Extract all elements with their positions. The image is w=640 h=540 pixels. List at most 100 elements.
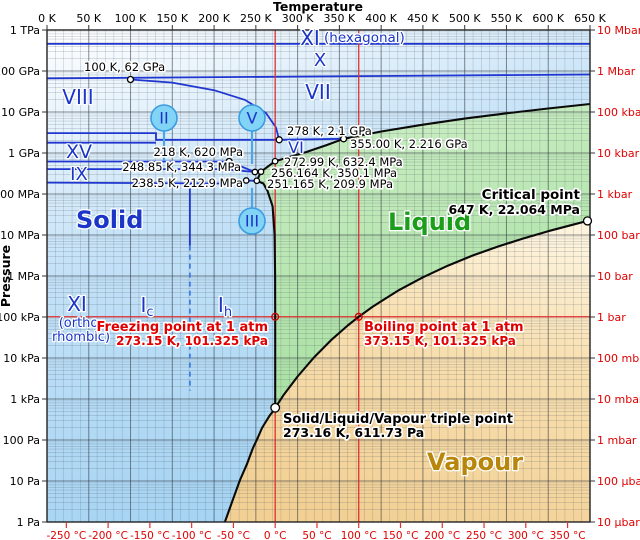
top-tick-label: 50 K bbox=[76, 12, 101, 25]
marker-p218k bbox=[225, 157, 233, 166]
annotation-p355k-value: 355.00 K, 2.216 GPa bbox=[350, 137, 468, 151]
region-label-vapour: Vapour bbox=[427, 448, 523, 476]
right-tick-label: 1 Mbar bbox=[597, 65, 636, 78]
top-tick-label: 0 K bbox=[38, 12, 56, 25]
ice-label-xv: XV bbox=[66, 141, 92, 163]
marker-p238k bbox=[242, 177, 250, 184]
right-tick-label: 100 mbar bbox=[597, 352, 640, 365]
top-tick-label: 350 K bbox=[324, 12, 356, 25]
boundary-liquid-ice-vii bbox=[343, 102, 590, 140]
region-label-solid: Solid bbox=[76, 206, 143, 234]
top-tick-label: 150 K bbox=[156, 12, 188, 25]
region-labels: Solid Liquid Vapour bbox=[75, 205, 525, 478]
bottom-tick-label: -50 °C bbox=[217, 530, 250, 540]
bottom-tick-label: -150 °C bbox=[130, 530, 170, 540]
left-tick-label: 1 MPa bbox=[7, 270, 40, 283]
right-tick-label: 10 bar bbox=[597, 270, 633, 283]
top-tick-label: 600 K bbox=[532, 12, 564, 25]
top-tick-label: 300 K bbox=[282, 12, 314, 25]
bottom-tick-label: -100 °C bbox=[172, 530, 212, 540]
top-tick-label: 200 K bbox=[198, 12, 230, 25]
boundary-vi-vii bbox=[279, 137, 344, 141]
left-tick-label: 1 Pa bbox=[17, 516, 40, 529]
ice-label-viii: VIII bbox=[62, 85, 93, 109]
right-tick-label: 10 mbar bbox=[597, 393, 640, 406]
marker-boiling bbox=[354, 312, 363, 321]
left-tick-label: 100 GPa bbox=[0, 65, 40, 78]
left-tick-label: 1 kPa bbox=[10, 393, 40, 406]
marker-critical bbox=[582, 216, 593, 226]
badge-label-v: V bbox=[247, 109, 258, 128]
axis-ticks-and-labels: 0 K 50 K 100 K 150 K 200 K 250 K 300 K 350 K 400… bbox=[0, 12, 640, 540]
annotation-p238k-value: 238.5 K, 212.9 MPa bbox=[132, 176, 243, 190]
ice-label-ix: IX bbox=[70, 164, 88, 185]
ice-phase-badges: II V III bbox=[150, 104, 266, 235]
badge-label-ii: II bbox=[159, 109, 168, 128]
boundary-ix-upper bbox=[47, 168, 255, 173]
marker-freezing bbox=[271, 312, 280, 321]
marker-p248k bbox=[251, 168, 259, 176]
badge-circle-v bbox=[238, 104, 266, 132]
annotation-p248k-value: 248.85 K, 344.3 MPa bbox=[122, 160, 241, 174]
top-tick-label: 250 K bbox=[240, 12, 272, 25]
right-tick-label: 100 kbar bbox=[597, 106, 640, 119]
bottom-tick-label: 150 °C bbox=[383, 530, 419, 540]
annotation-critical-label: Critical point bbox=[482, 187, 581, 203]
ice-label-xi-ortho-line0: (ortho- bbox=[59, 316, 104, 331]
bottom-tick-label: 200 °C bbox=[424, 530, 460, 540]
boundary-viii-vi bbox=[47, 132, 280, 141]
bottom-tick-label: -200 °C bbox=[88, 530, 128, 540]
annotation-p278k-value: 278 K, 2.1 GPa bbox=[287, 124, 372, 138]
annotation-p100k-value: 100 K, 62 GPa bbox=[84, 60, 165, 74]
right-tick-label: 100 bar bbox=[597, 229, 640, 242]
badge-circle-iii bbox=[238, 207, 266, 235]
boundary-viii-vii bbox=[130, 78, 281, 141]
top-tick-label: 100 K bbox=[115, 12, 147, 25]
right-tick-label: 1 mbar bbox=[597, 434, 637, 447]
right-tick-label: 1 kbar bbox=[597, 188, 633, 201]
annotation-triple-label: Solid/Liquid/Vapour triple point bbox=[283, 412, 513, 427]
bottom-tick-label: 0 °C bbox=[264, 530, 287, 540]
ice-label-vii: VII bbox=[305, 80, 330, 104]
left-tick-label: 100 kPa bbox=[0, 311, 40, 324]
left-tick-label: 1 TPa bbox=[10, 24, 40, 37]
left-tick-label: 100 Pa bbox=[3, 434, 40, 447]
right-tick-label: 10 Mbar bbox=[597, 24, 640, 37]
boundary-sublimation bbox=[223, 407, 277, 522]
annotation-freezing-label: Freezing point at 1 atm bbox=[96, 320, 268, 335]
top-tick-label: 450 K bbox=[407, 12, 439, 25]
ice-label-xi-hex-suffix: (hexagonal) bbox=[324, 30, 405, 46]
point-markers bbox=[126, 75, 593, 413]
y-axis-title: Pressure bbox=[0, 245, 13, 307]
bottom-tick-label: 50 °C bbox=[302, 530, 331, 540]
marker-p256k bbox=[257, 168, 265, 176]
annotation-boiling-value: 373.15 K, 101.325 kPa bbox=[364, 334, 516, 348]
annotation-p218k-value: 218 K, 620 MPa bbox=[154, 145, 243, 159]
annotation-p251k-value: 251.165 K, 209.9 MPa bbox=[267, 177, 393, 191]
annotation-triple-value: 273.16 K, 611.73 Pa bbox=[283, 425, 424, 440]
bottom-tick-label: 350 °C bbox=[550, 530, 586, 540]
right-tick-label: 1 bar bbox=[597, 311, 626, 324]
ice-label-vi: VI bbox=[288, 138, 304, 157]
annotation-freezing-value: 273.15 K, 101.325 kPa bbox=[116, 334, 268, 348]
right-tick-label: 10 µbar bbox=[597, 516, 640, 529]
right-tick-label: 10 kbar bbox=[597, 147, 640, 160]
boundary-ice-x-lower bbox=[47, 73, 590, 80]
ice-label-x: X bbox=[314, 50, 326, 71]
marker-p355k bbox=[339, 135, 348, 143]
top-tick-label: 500 K bbox=[449, 12, 481, 25]
badge-label-iii: III bbox=[245, 212, 259, 231]
top-tick-label: 400 K bbox=[365, 12, 397, 25]
grid-lines bbox=[47, 30, 590, 522]
marker-triple bbox=[270, 402, 281, 413]
x-axis-title: Temperature bbox=[273, 0, 363, 14]
annotation-boiling-label: Boiling point at 1 atm bbox=[364, 320, 524, 335]
annotation-p256k-value: 256.164 K, 350.1 MPa bbox=[271, 166, 397, 180]
ice-label-xi-ortho-line1: rhombic) bbox=[52, 330, 110, 345]
right-tick-label: 100 µbar bbox=[597, 475, 640, 488]
